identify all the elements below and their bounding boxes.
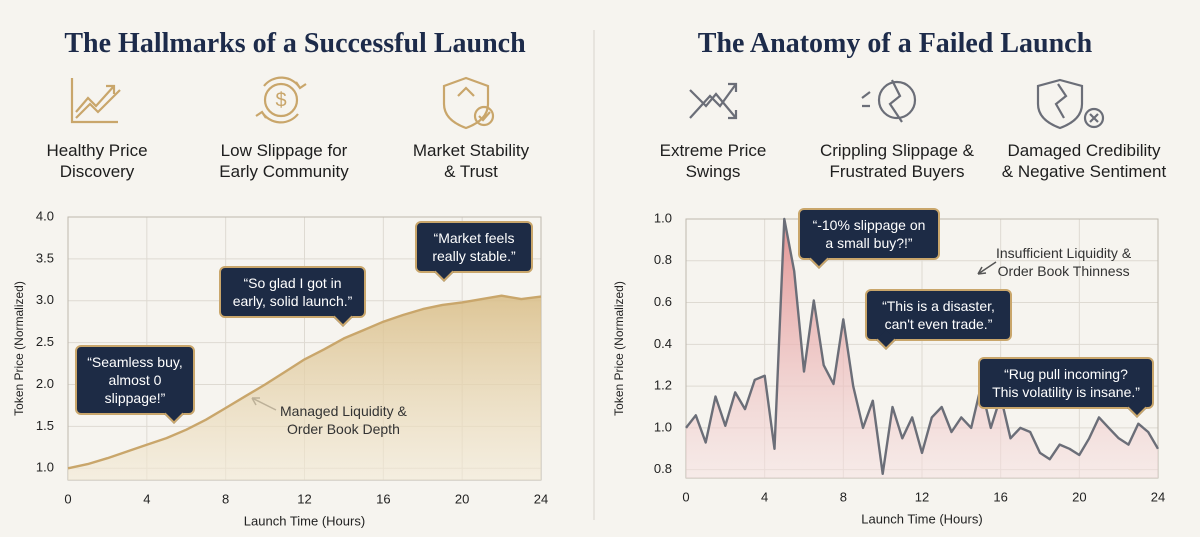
y-axis-label: Token Price (Normalized) [612, 281, 626, 416]
x-tick-label: 8 [222, 491, 229, 506]
annotation: Insufficient Liquidity & Order Book Thin… [996, 245, 1132, 279]
icons-right [689, 78, 1105, 130]
y-tick-label: 1.0 [654, 210, 672, 225]
x-tick-label: 24 [1151, 489, 1165, 504]
callout: “Market feels really stable.” [415, 221, 533, 282]
highlight-label: Extreme Price Swings [659, 141, 767, 181]
y-tick-label: 1.5 [36, 418, 54, 433]
y-tick-label: 4.0 [36, 208, 54, 223]
y-tick-label: 0.6 [654, 294, 672, 309]
callout: “This is a disaster, can't even trade.” [865, 289, 1012, 350]
x-tick-label: 16 [993, 489, 1007, 504]
x-tick-label: 0 [682, 489, 689, 504]
area [68, 295, 541, 480]
y-tick-label: 2.0 [36, 376, 54, 391]
highlight-label: Crippling Slippage & Frustrated Buyers [819, 141, 975, 181]
annotation: Managed Liquidity & Order Book Depth [280, 403, 407, 437]
x-tick-label: 12 [297, 491, 311, 506]
y-tick-label: 2.5 [36, 334, 54, 349]
x-tick-label: 0 [64, 491, 71, 506]
y-tick-label: 1.2 [654, 378, 672, 393]
highlight-label: Damaged Credibility & Negative Sentiment [1001, 141, 1167, 181]
x-tick-label: 24 [534, 491, 548, 506]
x-tick-label: 4 [761, 489, 768, 504]
panel-title: The Anatomy of a Failed Launch [697, 28, 1093, 59]
y-tick-label: 1.0 [654, 419, 672, 434]
area [686, 219, 1158, 478]
x-axis-label: Launch Time (Hours) [861, 511, 982, 526]
annotation-arrow [977, 261, 997, 275]
x-tick-label: 4 [143, 491, 150, 506]
callout: “Rug pull incoming? This volatility is i… [978, 357, 1154, 418]
y-tick-label: 1.0 [36, 460, 54, 475]
y-tick-label: 0.8 [654, 252, 672, 267]
panel-title: The Hallmarks of a Successful Launch [64, 28, 526, 59]
y-tick-label: 0.8 [654, 461, 672, 476]
line [685, 217, 1160, 475]
callout: “-10% slippage on a small buy?!” [798, 208, 940, 269]
x-tick-label: 12 [915, 489, 929, 504]
x-tick-label: 20 [1072, 489, 1086, 504]
x-axis-label: Launch Time (Hours) [244, 513, 365, 528]
x-tick-label: 8 [840, 489, 847, 504]
y-tick-label: 3.0 [36, 292, 54, 307]
x-tick-label: 16 [376, 491, 390, 506]
line [67, 294, 542, 470]
highlight-label: Healthy Price Discovery [46, 141, 148, 181]
highlight-label: Market Stability & Trust [412, 141, 530, 181]
highlight-label: Low Slippage for Early Community [219, 141, 349, 181]
callout: “Seamless buy, almost 0 slippage!” [75, 345, 195, 424]
icon-glyph: $ [275, 89, 286, 111]
x-tick-label: 20 [455, 491, 469, 506]
y-tick-label: 0.4 [654, 336, 672, 351]
callout: “So glad I got in early, solid launch.” [219, 266, 366, 327]
y-tick-label: 3.5 [36, 250, 54, 265]
icons-left: $ [70, 76, 495, 130]
y-axis-label: Token Price (Normalized) [12, 281, 26, 416]
